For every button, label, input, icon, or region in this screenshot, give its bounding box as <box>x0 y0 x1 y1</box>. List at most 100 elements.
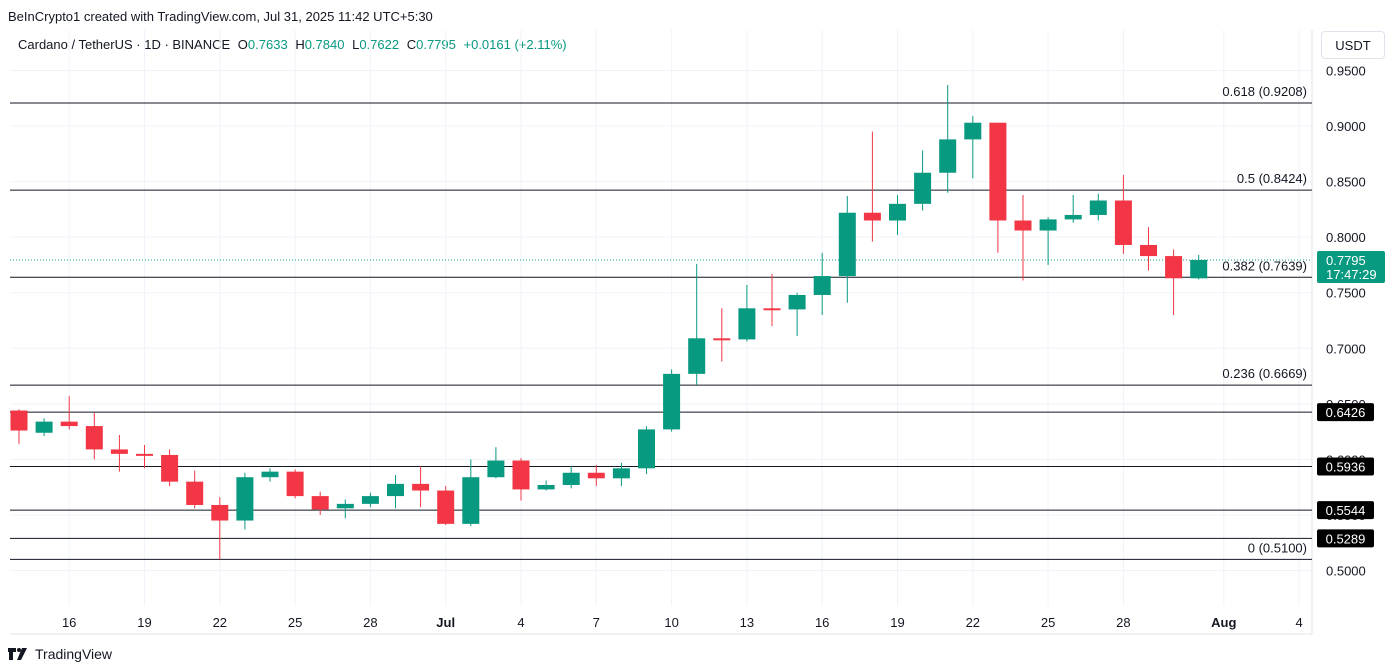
y-tick-label: 0.8500 <box>1326 175 1366 190</box>
low-label: L <box>352 37 360 52</box>
open-label: O <box>237 37 248 52</box>
candle-body[interactable] <box>361 496 379 504</box>
candle-body[interactable] <box>487 460 505 478</box>
candle-body[interactable] <box>286 471 304 497</box>
y-tick-label: 0.8000 <box>1326 230 1366 245</box>
candle-body[interactable] <box>512 460 530 490</box>
candle-body[interactable] <box>738 308 756 340</box>
candle-body[interactable] <box>311 496 329 510</box>
candle-body[interactable] <box>1014 220 1032 231</box>
y-tick-label: 0.7000 <box>1326 341 1366 356</box>
candle-body[interactable] <box>663 373 681 430</box>
candle-body[interactable] <box>889 203 906 221</box>
x-tick-label: 16 <box>815 615 829 630</box>
y-tick-label: 0.7500 <box>1326 286 1366 301</box>
x-tick-label: 13 <box>740 615 754 630</box>
high-value: 0.7840 <box>304 37 345 52</box>
candle-body[interactable] <box>336 503 354 509</box>
candle-body[interactable] <box>412 483 430 491</box>
symbol-name[interactable]: Cardano / TetherUS · 1D · BINANCE <box>18 37 231 52</box>
open-value: 0.7633 <box>247 37 288 52</box>
x-tick-label: 22 <box>966 615 980 630</box>
candle-body[interactable] <box>60 421 78 427</box>
x-tick-label: 7 <box>593 615 600 630</box>
candle-body[interactable] <box>763 308 781 311</box>
x-tick-label: Jul <box>436 615 455 630</box>
candle-body[interactable] <box>387 483 404 497</box>
candle-body[interactable] <box>964 122 982 140</box>
candle-body[interactable] <box>161 454 179 482</box>
x-tick-label: 22 <box>213 615 227 630</box>
candle-body[interactable] <box>35 421 53 433</box>
candle-body[interactable] <box>1064 214 1082 220</box>
tradingview-logo-icon <box>8 648 27 660</box>
candle-body[interactable] <box>462 477 480 524</box>
candle-body[interactable] <box>186 481 204 505</box>
chart-credit: BeInCrypto1 created with TradingView.com… <box>8 9 433 24</box>
support-price-tag <box>1317 529 1374 548</box>
change-value: +0.0161 (+2.11%) <box>463 37 567 52</box>
x-tick-label: 10 <box>664 615 678 630</box>
tradingview-logo[interactable]: TradingView <box>8 646 112 662</box>
x-tick-label: 28 <box>363 615 377 630</box>
candle-body[interactable] <box>537 484 555 490</box>
candle-body[interactable] <box>638 429 655 469</box>
candle-body[interactable] <box>1140 244 1157 257</box>
tradingview-logo-text: TradingView <box>35 646 113 662</box>
candle-body[interactable] <box>813 276 831 295</box>
high-label: H <box>295 37 305 52</box>
candle-body[interactable] <box>1089 200 1107 215</box>
x-tick-label: 19 <box>890 615 904 630</box>
x-tick-label: 4 <box>517 615 524 630</box>
support-price-tag <box>1317 403 1374 422</box>
support-price-tag-label: 0.5936 <box>1326 460 1366 475</box>
candle-body[interactable] <box>587 472 605 479</box>
candle-body[interactable] <box>110 449 128 454</box>
fib-level-label: 0 (0.5100) <box>1248 540 1307 555</box>
candle-body[interactable] <box>136 453 153 456</box>
support-price-tag-label: 0.5544 <box>1326 503 1366 518</box>
x-tick-label: 4 <box>1295 615 1302 630</box>
candle-body[interactable] <box>612 468 630 479</box>
candle-body[interactable] <box>85 426 103 450</box>
y-tick-label: 0.9000 <box>1326 119 1366 134</box>
support-price-tag <box>1317 457 1374 476</box>
last-price-tag-value: 0.7795 <box>1326 253 1366 268</box>
candle-body[interactable] <box>1039 219 1057 231</box>
candle-body[interactable] <box>1165 256 1183 279</box>
candle-body[interactable] <box>1114 200 1132 245</box>
candle-body[interactable] <box>989 122 1007 221</box>
x-tick-label: 16 <box>62 615 76 630</box>
currency-button[interactable]: USDT <box>1321 31 1385 59</box>
support-price-tag-label: 0.6426 <box>1326 405 1366 420</box>
x-tick-label: 19 <box>137 615 151 630</box>
candle-body[interactable] <box>838 212 856 277</box>
fib-level-label: 0.5 (0.8424) <box>1237 171 1307 186</box>
candle-body[interactable] <box>562 472 580 485</box>
candle-body[interactable] <box>713 338 731 341</box>
bar-countdown-label: 17:47:29 <box>1326 267 1377 282</box>
x-tick-label: 28 <box>1116 615 1130 630</box>
candle-body[interactable] <box>1190 259 1208 279</box>
candle-body[interactable] <box>211 504 229 521</box>
last-price-tag <box>1317 250 1385 283</box>
x-tick-label: Aug <box>1211 615 1236 630</box>
candle-body[interactable] <box>863 212 881 221</box>
x-tick-label: 25 <box>288 615 302 630</box>
low-value: 0.7622 <box>359 37 400 52</box>
fib-level-label: 0.382 (0.7639) <box>1222 258 1307 273</box>
candle-body[interactable] <box>437 490 455 524</box>
fib-level-label: 0.236 (0.6669) <box>1222 366 1307 381</box>
candle-body[interactable] <box>261 471 279 478</box>
candle-body[interactable] <box>914 172 932 204</box>
candle-body[interactable] <box>788 294 806 310</box>
candle-body[interactable] <box>939 139 957 173</box>
y-tick-label: 0.9500 <box>1326 64 1366 79</box>
close-label: C <box>406 37 417 52</box>
support-price-tag-label: 0.5289 <box>1326 531 1366 546</box>
candle-body[interactable] <box>688 338 706 374</box>
candle-body[interactable] <box>236 477 254 521</box>
candle-body[interactable] <box>10 410 28 431</box>
fib-level-label: 0.618 (0.9208) <box>1222 84 1307 99</box>
